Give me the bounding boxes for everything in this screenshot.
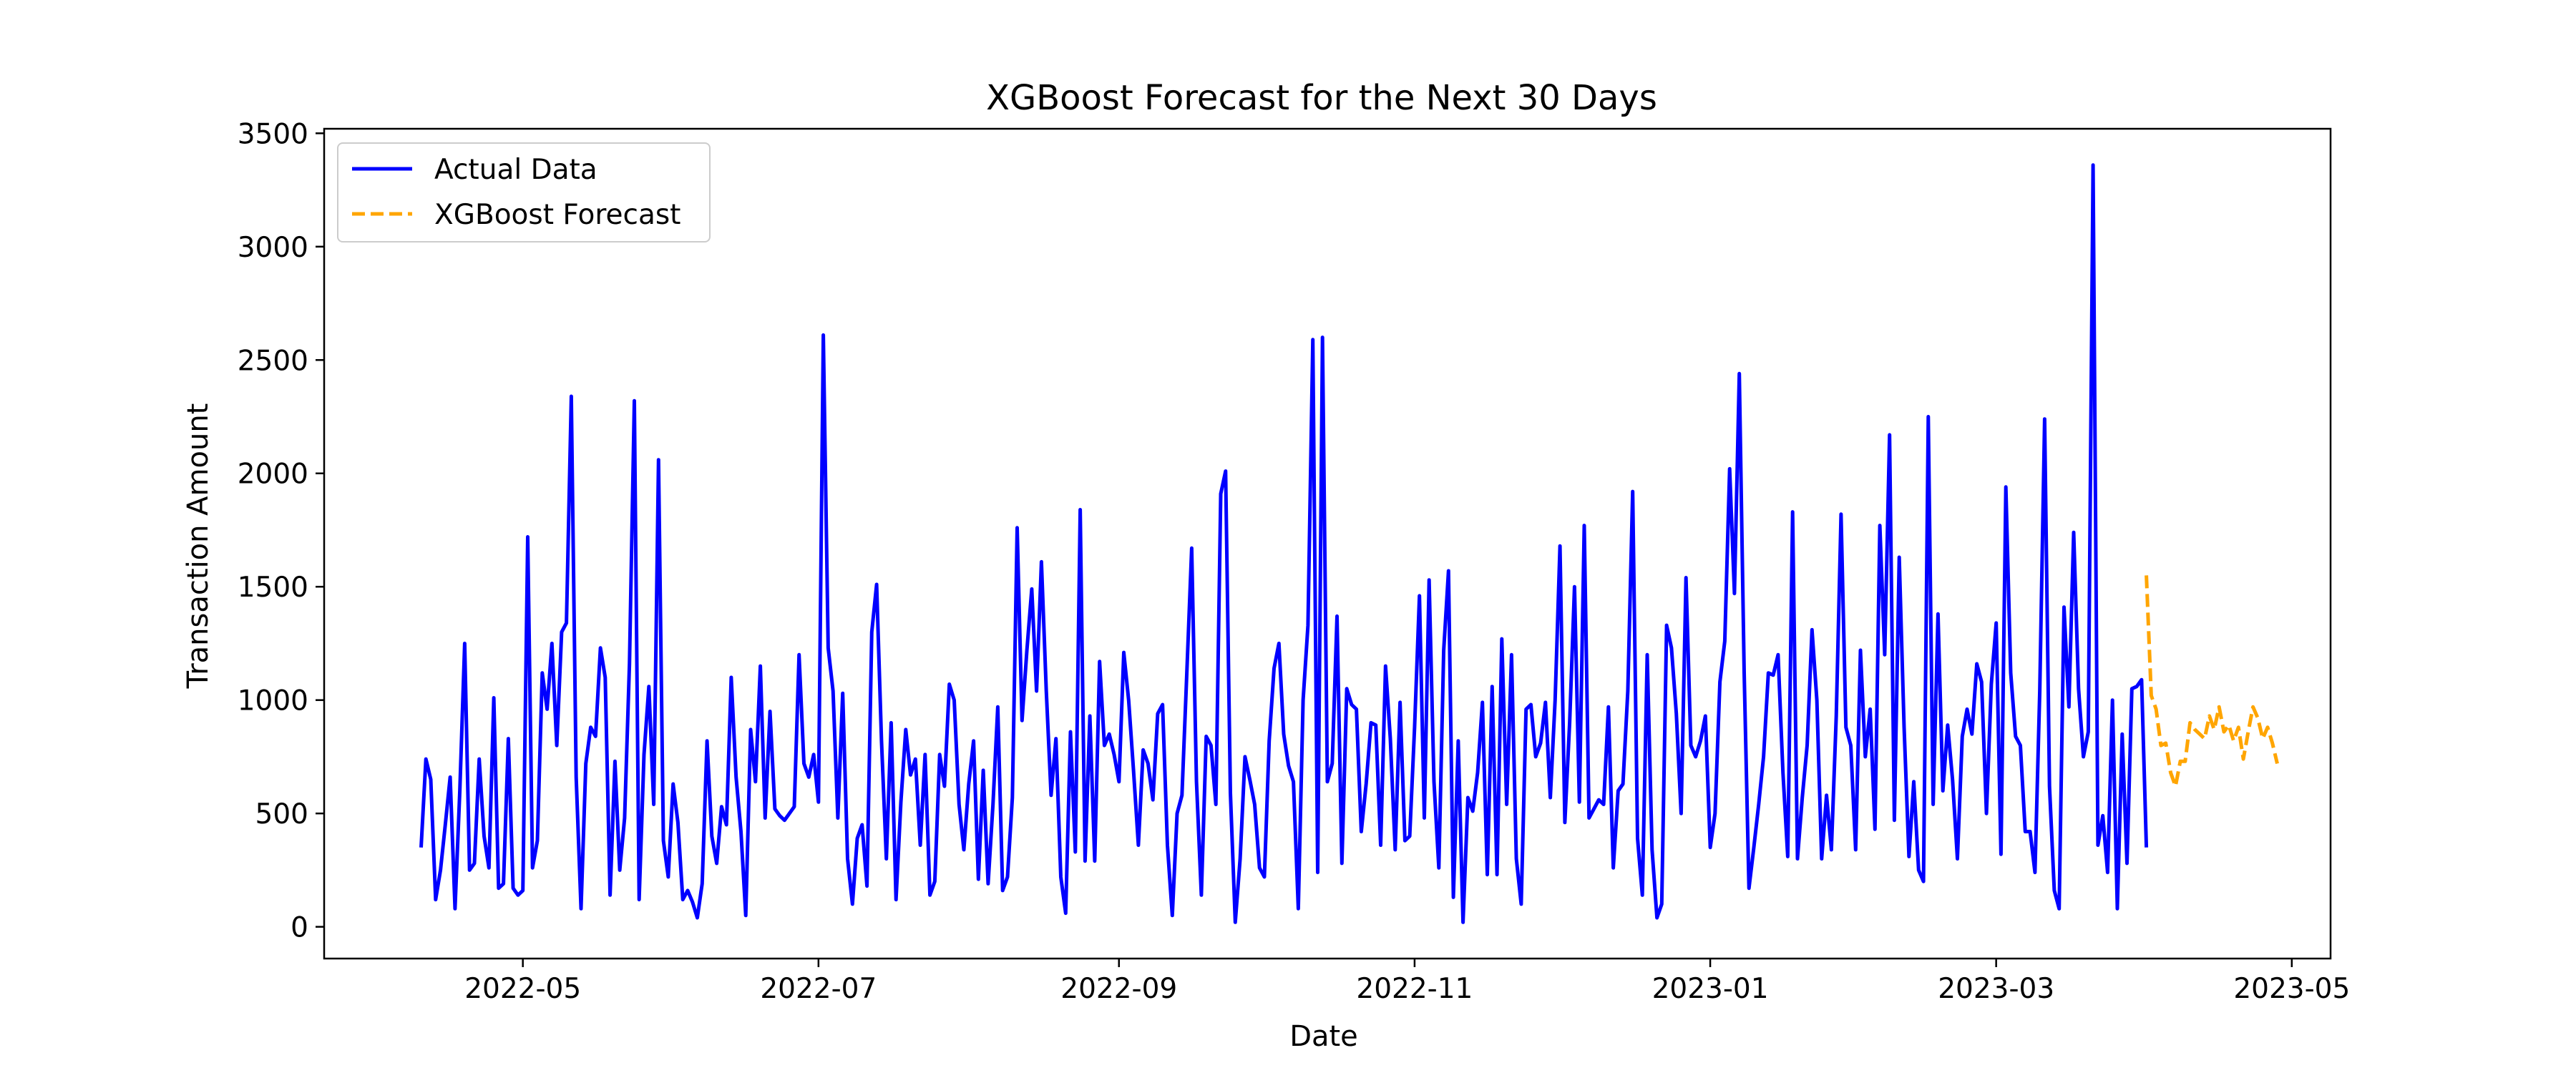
x-axis-label: Date [1289,1020,1358,1053]
legend: Actual Data XGBoost Forecast [337,142,711,242]
plot-area [323,127,2332,960]
y-tick-label: 3500 [238,118,308,150]
plot-frame [323,127,2332,960]
legend-label-xgboost-forecast: XGBoost Forecast [434,199,680,231]
x-tick-label: 2023-03 [1938,973,2054,1005]
x-tick-label: 2022-09 [1060,973,1177,1005]
y-tick-label: 3000 [238,232,308,264]
y-tick-label: 0 [291,912,308,944]
x-tick-label: 2022-05 [464,973,581,1005]
y-axis: 0 500 1000 1500 2000 2500 3000 3500 [238,118,324,944]
x-tick-label: 2022-11 [1356,973,1473,1005]
y-tick-label: 2500 [238,345,308,377]
y-tick-label: 2000 [238,459,308,491]
legend-box [337,142,711,242]
y-tick-label: 1500 [238,572,308,604]
series-line-xgboost-forecast [2145,575,2279,788]
x-tick-label: 2023-05 [2233,973,2350,1005]
x-tick-label: 2023-01 [1652,973,1769,1005]
y-axis-label: Transaction Amount [182,403,215,690]
x-tick-label: 2022-07 [760,973,877,1005]
y-tick-label: 1000 [238,685,308,717]
chart-title: XGBoost Forecast for the Next 30 Days [986,78,1657,118]
x-axis: 2022-05 2022-07 2022-09 2022-11 2023-01 2023-… [464,959,2350,1005]
legend-label-actual-data: Actual Data [434,154,597,186]
y-tick-label: 500 [255,798,308,831]
series-line-actual-data [419,163,2149,924]
